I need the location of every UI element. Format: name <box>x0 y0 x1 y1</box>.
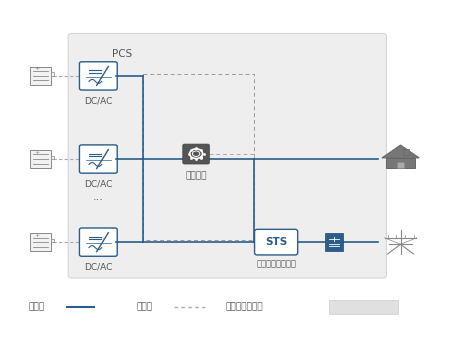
FancyBboxPatch shape <box>51 239 54 242</box>
Polygon shape <box>382 145 419 158</box>
Text: ···: ··· <box>93 196 104 206</box>
Text: 交饰层解决方案: 交饰层解决方案 <box>225 303 263 311</box>
FancyBboxPatch shape <box>80 228 117 256</box>
FancyBboxPatch shape <box>329 300 398 314</box>
Text: +: + <box>35 67 40 71</box>
FancyBboxPatch shape <box>80 62 117 90</box>
Text: +: + <box>35 150 40 154</box>
FancyBboxPatch shape <box>80 145 117 173</box>
Text: DC/AC: DC/AC <box>84 179 112 189</box>
FancyBboxPatch shape <box>51 155 54 159</box>
Text: DC/AC: DC/AC <box>84 97 112 105</box>
FancyBboxPatch shape <box>30 150 51 168</box>
FancyBboxPatch shape <box>255 230 297 255</box>
Text: STS: STS <box>265 237 287 247</box>
Text: 动力线: 动力线 <box>28 303 45 311</box>
FancyBboxPatch shape <box>30 67 51 85</box>
FancyBboxPatch shape <box>324 233 343 251</box>
Text: 监控单元: 监控单元 <box>185 171 207 180</box>
FancyBboxPatch shape <box>51 72 54 76</box>
FancyBboxPatch shape <box>30 233 51 251</box>
FancyBboxPatch shape <box>397 162 404 168</box>
Text: DC/AC: DC/AC <box>84 263 112 272</box>
FancyBboxPatch shape <box>404 149 409 155</box>
Text: PCS: PCS <box>112 49 132 59</box>
Text: 通讯线: 通讯线 <box>136 303 152 311</box>
FancyBboxPatch shape <box>68 33 387 278</box>
Text: 静态开关（选配）: 静态开关（选配） <box>256 260 296 268</box>
Text: +: + <box>35 233 40 238</box>
FancyBboxPatch shape <box>183 144 209 164</box>
FancyBboxPatch shape <box>386 158 415 168</box>
